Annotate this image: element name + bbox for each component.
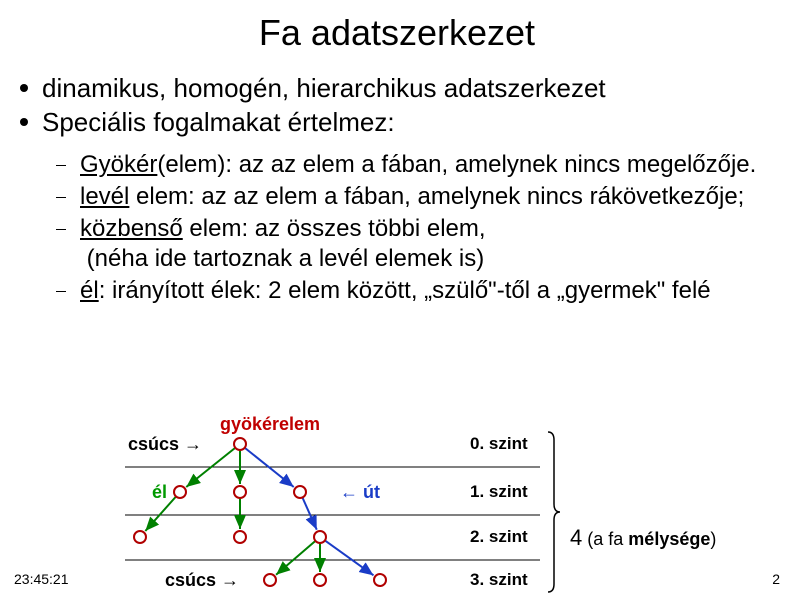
page-title: Fa adatszerkezet	[0, 12, 794, 54]
dash-icon	[56, 229, 66, 230]
depth-number: 4	[570, 525, 582, 550]
sub-bullet-text: Gyökér(elem): az az elem a fában, amelyn…	[80, 150, 756, 180]
sub-bullet-item: közbenső elem: az összes többi elem, (né…	[56, 214, 794, 274]
timestamp: 23:45:21	[14, 571, 69, 587]
bullet-item: dinamikus, homogén, hierarchikus adatsze…	[20, 72, 794, 106]
sub-bullet-list: Gyökér(elem): az az elem a fában, amelyn…	[56, 150, 794, 306]
sub-bullet-item: levél elem: az az elem a fában, amelynek…	[56, 182, 794, 212]
depth-label: 4 (a fa mélysége)	[570, 525, 716, 551]
dash-icon	[56, 291, 66, 292]
level-label: 0. szint	[470, 434, 528, 454]
sub-bullet-item: él: irányított élek: 2 elem között, „szü…	[56, 276, 794, 306]
dash-icon	[56, 197, 66, 198]
sub-bullet-text: közbenső elem: az összes többi elem, (né…	[80, 214, 486, 274]
disc-icon	[20, 84, 28, 92]
csucs-top-label: csúcs →	[128, 434, 202, 455]
dash-icon	[56, 165, 66, 166]
page-number: 2	[772, 571, 780, 587]
level-label: 3. szint	[470, 570, 528, 590]
main-bullet-list: dinamikus, homogén, hierarchikus adatsze…	[20, 72, 794, 140]
level-label: 2. szint	[470, 527, 528, 547]
sub-bullet-item: Gyökér(elem): az az elem a fában, amelyn…	[56, 150, 794, 180]
bullet-item: Speciális fogalmakat értelmez:	[20, 106, 794, 140]
depth-text: (a fa mélysége)	[587, 529, 716, 549]
root-label: gyökérelem	[220, 414, 320, 435]
bullet-text: dinamikus, homogén, hierarchikus adatsze…	[42, 72, 606, 106]
el-label: él	[152, 482, 167, 503]
level-label: 1. szint	[470, 482, 528, 502]
bullet-text: Speciális fogalmakat értelmez:	[42, 106, 395, 140]
csucs-bottom-label: csúcs →	[165, 570, 239, 591]
sub-bullet-text: él: irányított élek: 2 elem között, „szü…	[80, 276, 711, 306]
disc-icon	[20, 118, 28, 126]
sub-bullet-text: levél elem: az az elem a fában, amelynek…	[80, 182, 744, 212]
ut-label: ← út	[340, 482, 380, 503]
